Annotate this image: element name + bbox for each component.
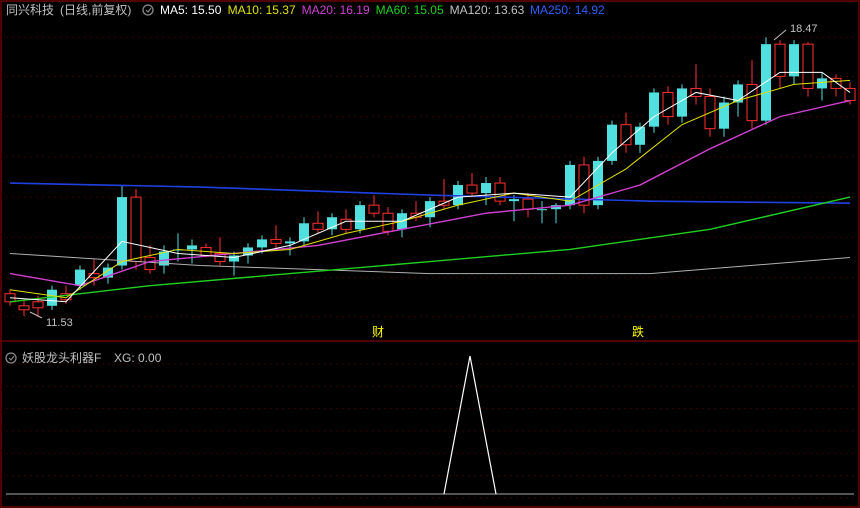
candle-body-up: [789, 44, 799, 76]
candle-body-up: [607, 125, 617, 161]
candle-body-up: [355, 205, 365, 229]
candle-body-up: [817, 78, 827, 88]
candle-body-up: [285, 241, 295, 243]
candle-body-down: [33, 302, 43, 308]
candle-body-down: [313, 223, 323, 229]
indicator-xg: XG: 0.00: [114, 351, 162, 365]
ma-label: MA120: 13.63: [450, 3, 525, 17]
ma-label: MA10: 15.37: [228, 3, 296, 17]
high-price-label: 18.47: [790, 23, 818, 35]
candle-body-down: [131, 197, 141, 261]
chart-bg: [0, 0, 860, 508]
candle-body-up: [117, 197, 127, 265]
ma-label: MA60: 15.05: [376, 3, 444, 17]
candle-body-down: [341, 219, 351, 229]
candle-body-down: [383, 213, 393, 231]
candle-body-down: [145, 257, 155, 269]
candle-body-down: [663, 92, 673, 116]
chart-container: { "meta": { "width": 860, "height": 508,…: [0, 0, 860, 508]
candle-body-up: [537, 209, 547, 210]
candle-body-down: [369, 205, 379, 213]
stock-subtitle: (日线,前复权): [60, 2, 131, 17]
candle-body-up: [257, 239, 267, 247]
candle-body-up: [299, 223, 309, 241]
candle-body-up: [635, 127, 645, 145]
candle-body-down: [803, 44, 813, 88]
candle-body-up: [481, 183, 491, 193]
candle-body-up: [187, 245, 197, 249]
ma-label: MA250: 14.92: [530, 3, 605, 17]
indicator-name: 妖股龙头利器F: [22, 351, 101, 365]
candle-body-down: [523, 199, 533, 209]
candle-body-up: [649, 92, 659, 126]
candle-body-down: [747, 84, 757, 120]
low-price-label: 11.53: [46, 317, 73, 329]
candle-body-down: [19, 306, 29, 310]
candle-body-down: [621, 125, 631, 145]
candle-body-down: [467, 185, 477, 193]
candle-body-down: [775, 44, 785, 76]
ma-label: MA5: 15.50: [160, 3, 222, 17]
text-marker-1: 跌: [632, 324, 644, 339]
stock-chart-svg: 11.53 18.47 财 跌 同兴科技 (日线,前复权) MA5: 15.50 MA10: …: [0, 0, 860, 508]
candle-body-up: [509, 199, 519, 201]
ma-label: MA20: 16.19: [302, 3, 370, 17]
text-marker-0: 财: [372, 325, 384, 339]
candle-body-down: [495, 183, 505, 201]
candle-body-down: [271, 239, 281, 243]
stock-name: 同兴科技: [6, 3, 54, 17]
candle-body-up: [761, 44, 771, 120]
